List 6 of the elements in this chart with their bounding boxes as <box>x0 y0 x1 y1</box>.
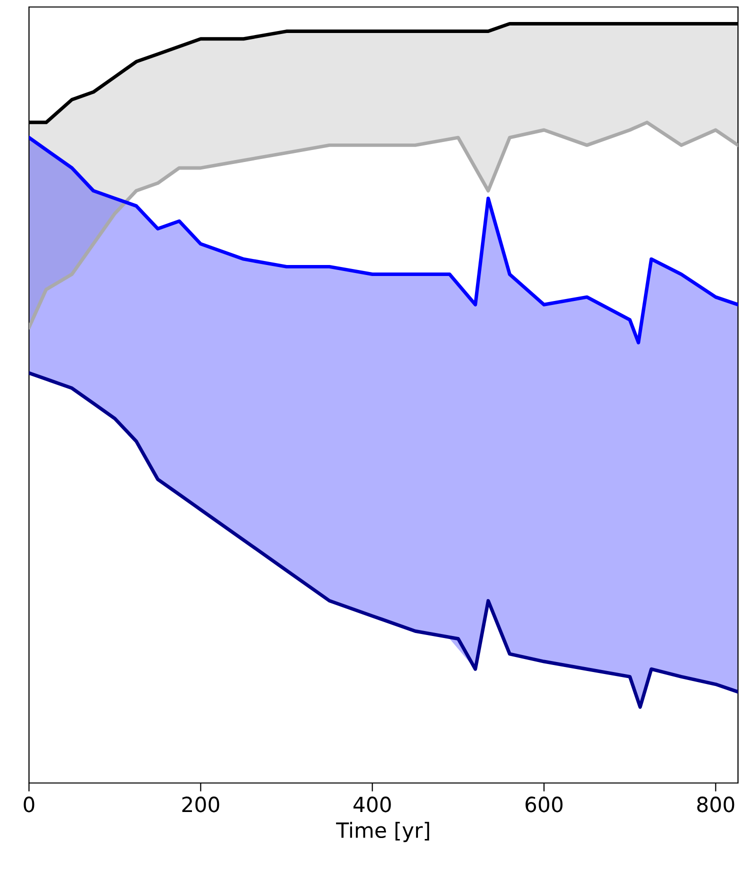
x-tick-label: 200 <box>182 796 220 812</box>
x-tick-label: 400 <box>353 796 391 812</box>
x-axis-title: Time [yr] <box>336 822 430 842</box>
x-tick-label: 800 <box>697 796 734 812</box>
x-tick-label: 0 <box>24 796 34 812</box>
x-tick-label: 600 <box>526 796 563 812</box>
